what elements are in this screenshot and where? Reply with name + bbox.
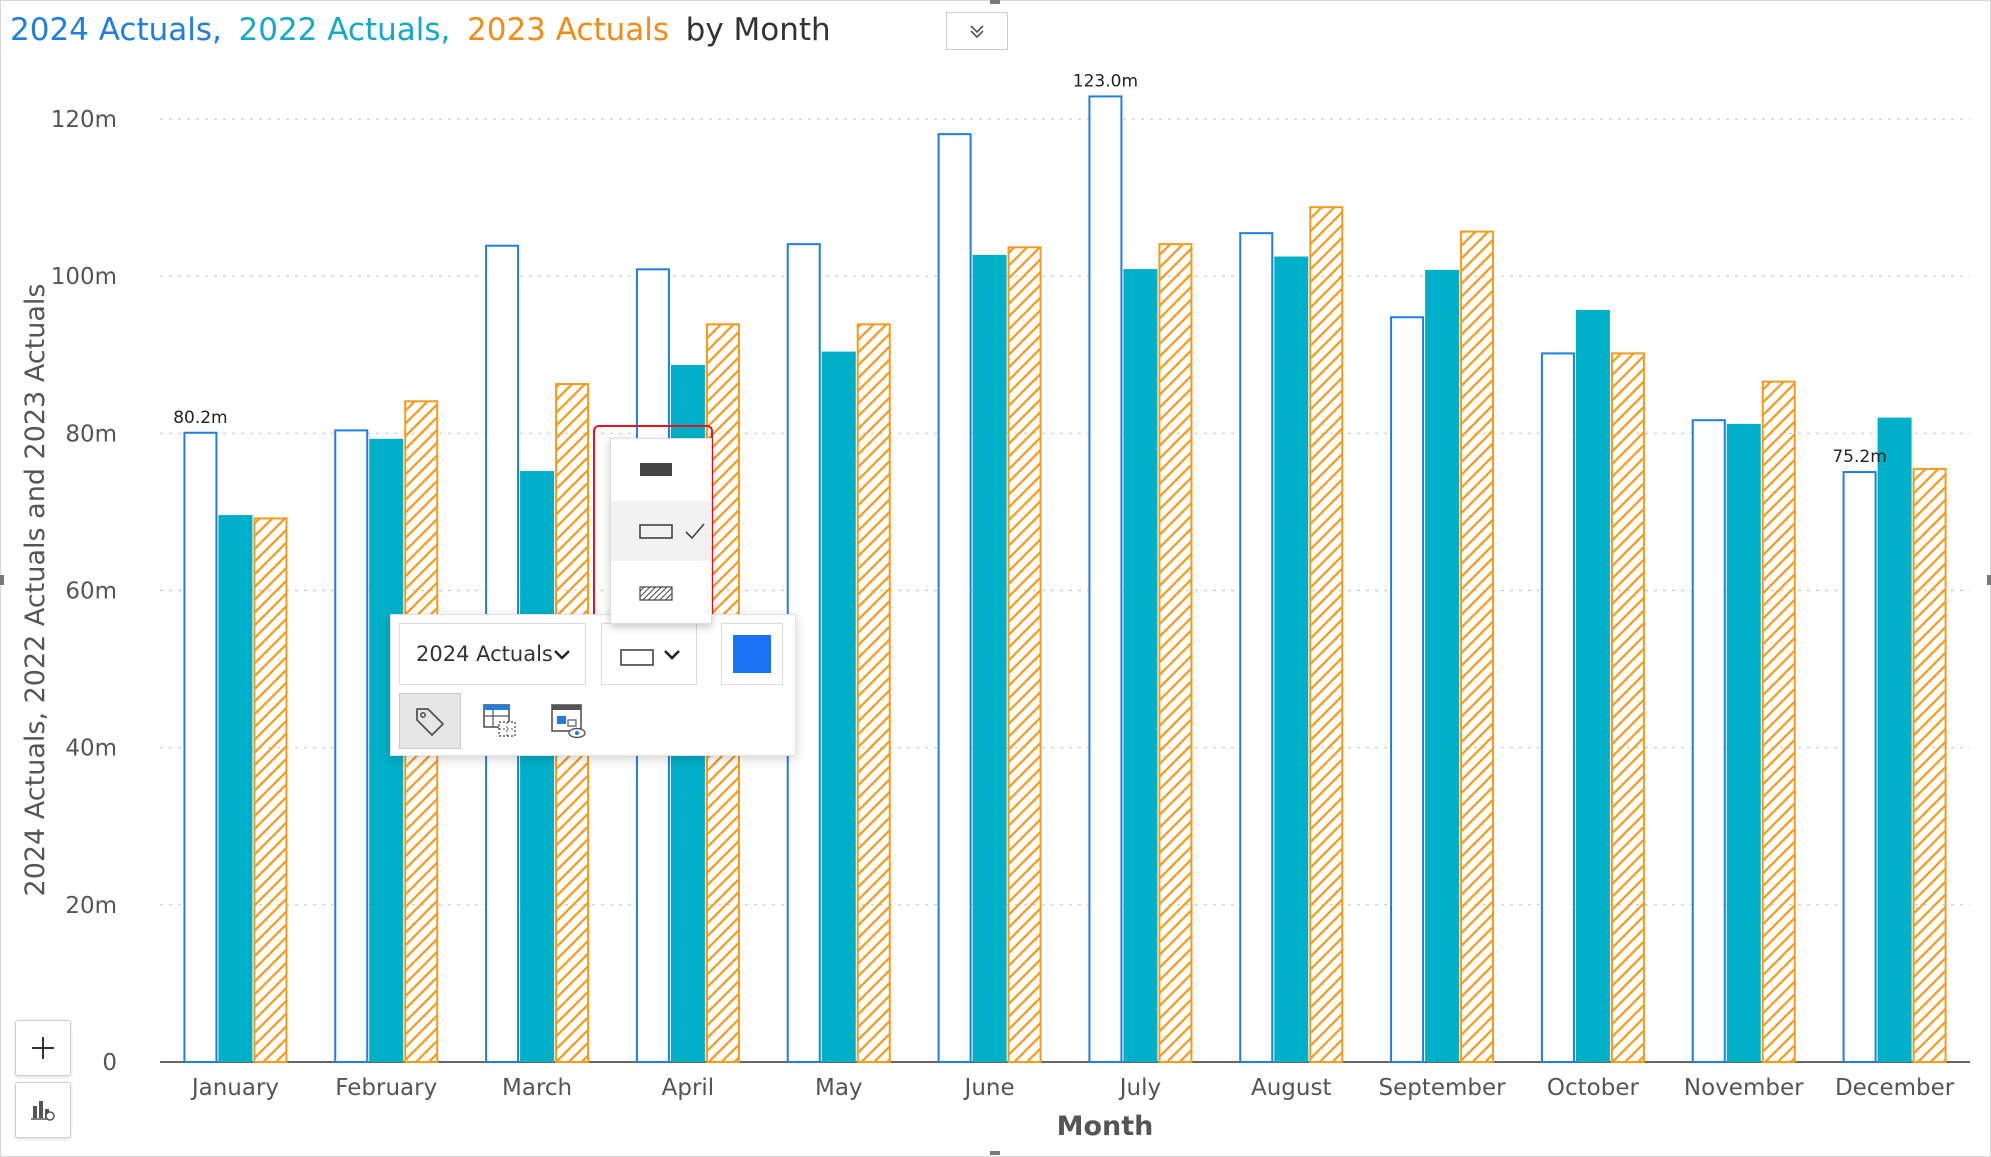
data-label: 123.0m: [1073, 71, 1138, 91]
title-part-2022: 2022 Actuals,: [238, 12, 451, 48]
bar-2023-actuals[interactable]: [1761, 380, 1796, 1063]
resize-handle-top[interactable]: [990, 0, 1000, 4]
chart-view-button[interactable]: [537, 693, 599, 749]
chart-zoom-icon: [31, 1101, 55, 1121]
series-select-value: 2024 Actuals: [416, 642, 553, 666]
data-label: 80.2m: [173, 408, 227, 428]
x-axis-title: Month: [1057, 1111, 1154, 1142]
title-part-by-month: by Month: [685, 12, 831, 48]
bar-2022-actuals[interactable]: [972, 254, 1007, 1063]
resize-handle-right[interactable]: [1987, 575, 1991, 585]
data-label: 75.2m: [1832, 447, 1886, 467]
x-tick-label: March: [502, 1075, 572, 1101]
zoom-in-button[interactable]: [15, 1020, 71, 1076]
y-tick-label: 20m: [65, 893, 117, 919]
x-tick-label: February: [335, 1075, 437, 1101]
bar-2024-actuals[interactable]: [334, 429, 369, 1063]
y-tick-label: 60m: [65, 579, 117, 605]
x-tick-label: December: [1835, 1075, 1955, 1101]
data-table-icon: [483, 704, 516, 737]
y-tick-label: 100m: [51, 264, 117, 290]
fill-option-hatched[interactable]: [611, 563, 711, 623]
x-tick-label: May: [815, 1075, 863, 1101]
x-tick-label: January: [190, 1075, 279, 1101]
x-tick-label: September: [1379, 1075, 1507, 1101]
outline-rect-icon: [639, 523, 705, 540]
bar-2023-actuals[interactable]: [856, 323, 891, 1064]
x-tick-label: November: [1684, 1075, 1804, 1101]
collapse-button[interactable]: [946, 12, 1008, 50]
hatch-rect-icon: [639, 586, 673, 601]
check-icon: [685, 523, 705, 540]
x-tick-label: July: [1118, 1075, 1161, 1101]
bar-2022-actuals[interactable]: [218, 515, 253, 1062]
resize-handle-bottom[interactable]: [990, 1151, 1000, 1155]
tag-icon: [416, 708, 444, 736]
bar-2023-actuals[interactable]: [1610, 352, 1645, 1063]
x-tick-label: June: [963, 1075, 1015, 1101]
bar-2023-actuals[interactable]: [1912, 467, 1947, 1064]
y-tick-label: 80m: [65, 421, 117, 447]
chart-view-icon: [551, 704, 586, 739]
bar-2023-actuals[interactable]: [1007, 246, 1042, 1063]
bar-2024-actuals[interactable]: [1390, 316, 1425, 1064]
fill-option-solid[interactable]: [611, 439, 711, 499]
x-tick-label: August: [1251, 1075, 1332, 1101]
bar-2024-actuals[interactable]: [786, 243, 821, 1063]
bar-2023-actuals[interactable]: [1309, 206, 1344, 1064]
bar-2024-actuals[interactable]: [1691, 419, 1726, 1063]
bar-2024-actuals[interactable]: [937, 133, 972, 1063]
chart-title: 2024 Actuals, 2022 Actuals, 2023 Actuals…: [10, 12, 839, 48]
title-part-2023: 2023 Actuals: [467, 12, 670, 48]
outline-rect-icon: [620, 649, 680, 666]
bar-2022-actuals[interactable]: [1877, 417, 1912, 1062]
fill-style-dropdown: [610, 438, 712, 624]
zoom-reset-button[interactable]: [15, 1082, 71, 1138]
bar-2022-actuals[interactable]: [520, 471, 555, 1062]
bar-2023-actuals[interactable]: [253, 517, 288, 1063]
bar-2023-actuals[interactable]: [1158, 243, 1193, 1063]
data-labels-button[interactable]: [399, 693, 461, 749]
color-picker[interactable]: [721, 623, 783, 685]
y-tick-label: 0: [102, 1050, 117, 1076]
bar-2022-actuals[interactable]: [1726, 423, 1761, 1062]
fill-style-select[interactable]: [601, 623, 697, 685]
bar-2022-actuals[interactable]: [1425, 269, 1460, 1062]
x-tick-label: April: [662, 1075, 715, 1101]
series-select[interactable]: 2024 Actuals: [399, 623, 586, 685]
solid-rect-icon: [640, 463, 672, 476]
bar-2024-actuals[interactable]: [1842, 471, 1877, 1063]
y-tick-label: 40m: [65, 736, 117, 762]
y-axis-title: 2024 Actuals, 2022 Actuals and 2023 Actu…: [20, 284, 51, 897]
grid-lines: [160, 118, 1970, 1063]
bar-2023-actuals[interactable]: [1460, 230, 1495, 1064]
title-part-2024: 2024 Actuals,: [10, 12, 222, 48]
fill-option-outline[interactable]: [611, 501, 711, 561]
data-table-button[interactable]: [469, 693, 531, 749]
series-format-toolbar: 2024 Actuals: [390, 614, 796, 756]
y-tick-label: 120m: [51, 107, 117, 133]
bar-2024-actuals[interactable]: [183, 431, 218, 1063]
axis-labels: 0 20m 40m 60m 80m 100m 120m January February Marc…: [20, 71, 1955, 1142]
color-swatch: [733, 635, 771, 673]
bar-2022-actuals[interactable]: [1123, 269, 1158, 1062]
bars: [183, 95, 1947, 1064]
plus-icon: [32, 1037, 54, 1059]
bar-2024-actuals[interactable]: [1239, 232, 1274, 1064]
bar-2022-actuals[interactable]: [1274, 256, 1309, 1062]
double-chevron-down-icon: [970, 25, 984, 39]
chevron-down-icon: [554, 650, 570, 660]
bar-2024-actuals[interactable]: [1088, 95, 1123, 1064]
x-tick-label: October: [1547, 1075, 1640, 1101]
bar-2022-actuals[interactable]: [821, 351, 856, 1062]
bar-2022-actuals[interactable]: [1575, 309, 1610, 1062]
resize-handle-left[interactable]: [0, 575, 4, 585]
bar-2024-actuals[interactable]: [1540, 352, 1575, 1063]
